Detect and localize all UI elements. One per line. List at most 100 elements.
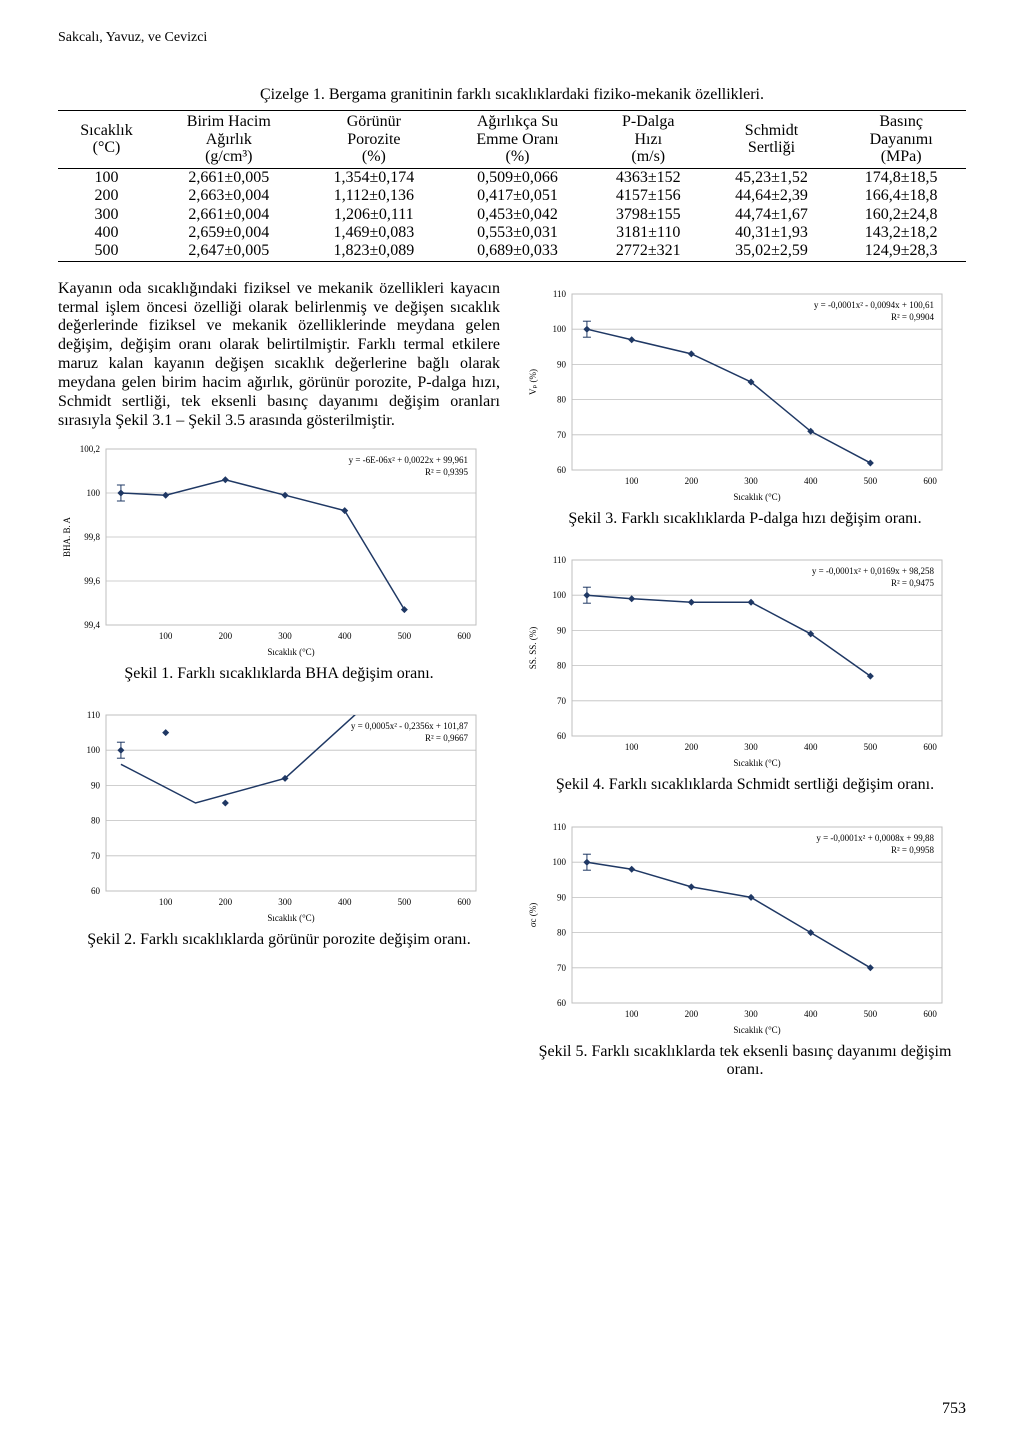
- svg-text:Sıcaklık (°C): Sıcaklık (°C): [733, 492, 780, 502]
- svg-text:100: 100: [159, 897, 173, 907]
- col-0: Sıcaklık(°C): [58, 111, 155, 169]
- col-1: Birim HacimAğırlık(g/cm³): [155, 111, 303, 169]
- svg-text:200: 200: [685, 1009, 699, 1019]
- svg-text:500: 500: [864, 742, 878, 752]
- table-cell: 2,661±0,005: [155, 168, 303, 187]
- svg-text:80: 80: [557, 394, 567, 404]
- svg-text:300: 300: [278, 897, 292, 907]
- figure-3-chart: 60708090100110100200300400500600Sıcaklık…: [524, 284, 966, 504]
- svg-text:Vₚ (%): Vₚ (%): [528, 369, 538, 395]
- table-row: 5002,647±0,0051,823±0,0890,689±0,0332772…: [58, 242, 966, 261]
- figure-2-chart: 60 70 80 90 100 110 100 200 300 400 500 600 Sıcaklık…: [58, 705, 500, 925]
- table-cell: 4157±156: [590, 187, 707, 205]
- svg-text:Sıcaklık (°C): Sıcaklık (°C): [267, 647, 314, 657]
- svg-text:100: 100: [625, 1009, 639, 1019]
- table-cell: 35,02±2,59: [707, 242, 837, 261]
- svg-text:100: 100: [625, 476, 639, 486]
- table-cell: 0,509±0,066: [445, 168, 590, 187]
- table-cell: 44,64±2,39: [707, 187, 837, 205]
- svg-text:400: 400: [338, 897, 352, 907]
- table-cell: 0,689±0,033: [445, 242, 590, 261]
- svg-text:60: 60: [557, 731, 567, 741]
- table-cell: 2,663±0,004: [155, 187, 303, 205]
- svg-text:110: 110: [87, 710, 101, 720]
- svg-text:400: 400: [804, 476, 818, 486]
- svg-text:100: 100: [553, 324, 567, 334]
- svg-text:90: 90: [557, 626, 567, 636]
- figure-3-caption: Şekil 3. Farklı sıcaklıklarda P-dalga hı…: [524, 510, 966, 528]
- svg-text:300: 300: [744, 476, 758, 486]
- svg-text:99,4: 99,4: [84, 620, 100, 630]
- table-cell: 166,4±18,8: [836, 187, 966, 205]
- svg-text:σc (%): σc (%): [528, 902, 538, 927]
- table-cell: 4363±152: [590, 168, 707, 187]
- svg-text:400: 400: [338, 631, 352, 641]
- svg-text:100,2: 100,2: [80, 444, 100, 454]
- svg-text:100: 100: [553, 590, 567, 600]
- svg-text:110: 110: [553, 822, 567, 832]
- svg-text:R² = 0,9395: R² = 0,9395: [425, 467, 469, 477]
- svg-text:200: 200: [219, 631, 233, 641]
- table-cell: 2,661±0,004: [155, 206, 303, 224]
- figure-2-caption: Şekil 2. Farklı sıcaklıklarda görünür po…: [58, 931, 500, 949]
- svg-text:70: 70: [557, 962, 567, 972]
- table-cell: 3798±155: [590, 206, 707, 224]
- figure-4-caption: Şekil 4. Farklı sıcaklıklarda Schmidt se…: [524, 776, 966, 794]
- svg-text:60: 60: [91, 886, 101, 896]
- svg-text:600: 600: [457, 631, 471, 641]
- table-cell: 124,9±28,3: [836, 242, 966, 261]
- svg-text:y = -0,0001x² - 0,0094x + 100,: y = -0,0001x² - 0,0094x + 100,61: [814, 300, 934, 310]
- svg-text:500: 500: [398, 897, 412, 907]
- table-cell: 1,354±0,174: [303, 168, 445, 187]
- svg-text:300: 300: [744, 742, 758, 752]
- col-6: BasınçDayanımı(MPa): [836, 111, 966, 169]
- svg-text:100: 100: [625, 742, 639, 752]
- table-cell: 44,74±1,67: [707, 206, 837, 224]
- page-number: 753: [942, 1400, 966, 1418]
- table-cell: 160,2±24,8: [836, 206, 966, 224]
- table-cell: 1,206±0,111: [303, 206, 445, 224]
- svg-text:90: 90: [557, 892, 567, 902]
- table-cell: 1,823±0,089: [303, 242, 445, 261]
- svg-text:70: 70: [91, 851, 101, 861]
- table-cell: 500: [58, 242, 155, 261]
- col-5: SchmidtSertliği: [707, 111, 837, 169]
- svg-text:300: 300: [278, 631, 292, 641]
- svg-text:90: 90: [91, 781, 101, 791]
- table-header-row: Sıcaklık(°C) Birim HacimAğırlık(g/cm³) G…: [58, 111, 966, 169]
- svg-text:200: 200: [685, 742, 699, 752]
- svg-text:SS. SS. (%): SS. SS. (%): [528, 627, 538, 670]
- svg-text:80: 80: [557, 927, 567, 937]
- svg-text:y = -0,0001x² + 0,0169x + 98,2: y = -0,0001x² + 0,0169x + 98,258: [812, 566, 935, 576]
- svg-text:Sıcaklık (°C): Sıcaklık (°C): [267, 913, 314, 923]
- svg-text:100: 100: [159, 631, 173, 641]
- svg-text:y = -6E-06x² + 0,0022x + 99,96: y = -6E-06x² + 0,0022x + 99,961: [349, 455, 468, 465]
- table-cell: 45,23±1,52: [707, 168, 837, 187]
- svg-text:200: 200: [219, 897, 233, 907]
- svg-text:110: 110: [553, 555, 567, 565]
- svg-text:60: 60: [557, 998, 567, 1008]
- authors-line: Sakcalı, Yavuz, ve Cevizci: [58, 30, 966, 46]
- svg-text:600: 600: [457, 897, 471, 907]
- svg-text:500: 500: [864, 1009, 878, 1019]
- col-3: Ağırlıkça SuEmme Oranı(%): [445, 111, 590, 169]
- table-cell: 300: [58, 206, 155, 224]
- svg-text:R² = 0,9958: R² = 0,9958: [891, 845, 935, 855]
- table-cell: 200: [58, 187, 155, 205]
- table-row: 3002,661±0,0041,206±0,1110,453±0,0423798…: [58, 206, 966, 224]
- svg-text:110: 110: [553, 289, 567, 299]
- svg-text:100: 100: [87, 745, 101, 755]
- svg-text:BHA. B. A: BHA. B. A: [62, 516, 72, 557]
- figure-5-chart: 60708090100110100200300400500600Sıcaklık…: [524, 817, 966, 1037]
- svg-text:y = -0,0001x² + 0,0008x + 99,8: y = -0,0001x² + 0,0008x + 99,88: [816, 833, 934, 843]
- table-cell: 100: [58, 168, 155, 187]
- svg-text:200: 200: [685, 476, 699, 486]
- svg-text:R² = 0,9475: R² = 0,9475: [891, 578, 935, 588]
- svg-text:70: 70: [557, 696, 567, 706]
- svg-text:80: 80: [557, 661, 567, 671]
- table-cell: 3181±110: [590, 224, 707, 242]
- svg-text:80: 80: [91, 816, 101, 826]
- data-table: Sıcaklık(°C) Birim HacimAğırlık(g/cm³) G…: [58, 110, 966, 262]
- svg-text:300: 300: [744, 1009, 758, 1019]
- table-cell: 0,417±0,051: [445, 187, 590, 205]
